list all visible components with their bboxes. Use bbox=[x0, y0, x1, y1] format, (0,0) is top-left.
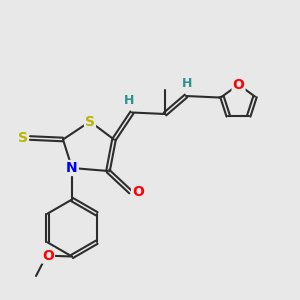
Text: H: H bbox=[182, 77, 193, 91]
Text: O: O bbox=[42, 249, 54, 262]
Text: S: S bbox=[85, 115, 95, 128]
Text: N: N bbox=[66, 161, 78, 175]
Text: O: O bbox=[132, 185, 144, 199]
Text: S: S bbox=[17, 131, 28, 145]
Text: O: O bbox=[232, 78, 244, 92]
Text: H: H bbox=[124, 94, 134, 107]
